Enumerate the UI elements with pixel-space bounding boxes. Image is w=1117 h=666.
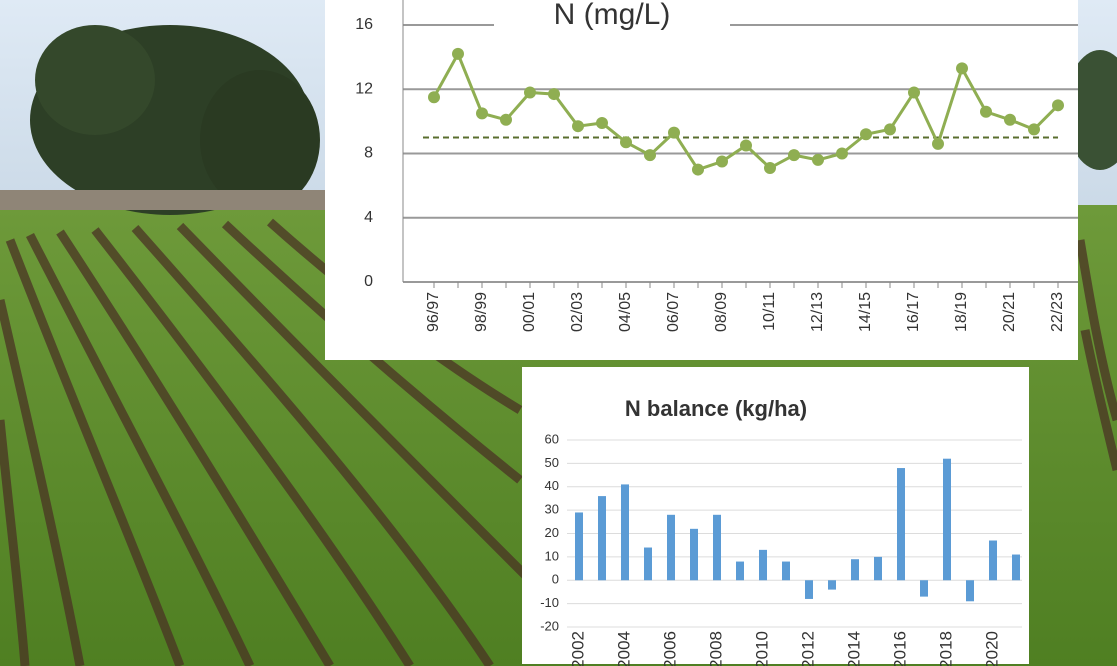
bar <box>759 549 767 581</box>
title-backdrop <box>494 0 730 36</box>
data-point <box>428 91 440 104</box>
data-point <box>452 47 464 60</box>
data-point <box>524 86 536 99</box>
data-point <box>956 62 968 75</box>
x-tick-label: 02/03 <box>569 292 586 332</box>
data-point <box>572 120 584 133</box>
data-point <box>884 123 896 136</box>
bar <box>644 547 652 581</box>
x-tick-label: 08/09 <box>713 292 730 332</box>
y-tick-label: 4 <box>364 209 373 226</box>
bar <box>805 580 813 599</box>
data-point <box>788 149 800 162</box>
data-point <box>620 136 632 149</box>
bar <box>943 458 951 581</box>
bar <box>736 561 744 581</box>
y-tick-label: -10 <box>540 595 559 610</box>
x-tick-label: 00/01 <box>521 292 538 332</box>
x-tick-label: 06/07 <box>665 292 682 332</box>
bar <box>874 556 882 581</box>
x-tick-label: 2006 <box>660 631 679 666</box>
x-tick-label: 2004 <box>614 631 633 666</box>
y-tick-label: -20 <box>540 618 559 633</box>
data-point <box>980 105 992 118</box>
data-point <box>860 128 872 141</box>
x-tick-label: 20/21 <box>1001 292 1018 332</box>
data-point <box>1028 123 1040 136</box>
y-tick-label: 0 <box>552 572 559 587</box>
x-tick-label: 2002 <box>568 631 587 666</box>
x-tick-label: 2020 <box>982 631 1001 666</box>
y-tick-label: 20 <box>545 525 559 540</box>
line-chart-panel <box>325 0 1078 360</box>
bar <box>851 559 859 581</box>
bar <box>782 561 790 581</box>
data-point <box>716 155 728 168</box>
bar <box>713 514 721 581</box>
x-tick-label: 2008 <box>706 631 725 666</box>
data-point <box>692 163 704 176</box>
line-chart: 0 4 8 12 16 96/97 98/99 00/01 02/03 04/05 06/07 08/… <box>355 0 1078 332</box>
x-tick-label: 2010 <box>752 631 771 666</box>
data-point <box>764 161 776 174</box>
x-tick-label: 04/05 <box>617 292 634 332</box>
x-tick-label: 2016 <box>890 631 909 666</box>
y-tick-label: 40 <box>545 478 559 493</box>
x-tick-label: 96/97 <box>425 292 442 332</box>
x-tick-label: 2012 <box>798 631 817 666</box>
x-tick-label: 10/11 <box>761 292 778 331</box>
x-tick-label: 2018 <box>936 631 955 666</box>
y-tick-label: 8 <box>364 145 373 162</box>
data-point <box>932 137 944 150</box>
chart-title: N (mg/L) <box>554 0 671 31</box>
bar <box>897 468 905 581</box>
bar <box>575 512 583 581</box>
x-tick-label: 14/15 <box>857 292 874 332</box>
data-point <box>548 88 560 101</box>
data-point <box>908 86 920 99</box>
data-point <box>836 147 848 160</box>
x-tick-label: 16/17 <box>905 292 922 332</box>
chart-title: N balance (kg/ha) <box>625 396 807 421</box>
data-point <box>1052 99 1064 112</box>
data-point <box>644 149 656 162</box>
bar <box>598 496 606 581</box>
y-tick-label: 10 <box>545 548 559 563</box>
y-tick-label: 50 <box>545 455 559 470</box>
x-tick-label: 22/23 <box>1049 292 1066 332</box>
y-tick-label: 30 <box>545 502 559 517</box>
data-point <box>1004 113 1016 126</box>
bar <box>966 580 974 602</box>
bar-chart: -20 -10 0 10 20 30 40 50 60 2002 2004 2006 2008 2010 2… <box>540 396 1022 666</box>
x-tick-label: 2014 <box>844 631 863 666</box>
y-tick-label: 0 <box>364 273 373 290</box>
data-point <box>476 107 488 120</box>
x-tick-label: 98/99 <box>473 292 490 332</box>
bar <box>690 528 698 581</box>
data-point <box>668 126 680 139</box>
data-point <box>596 116 608 129</box>
y-tick-label: 12 <box>355 80 373 97</box>
data-point <box>740 139 752 152</box>
x-tick-label: 12/13 <box>809 292 826 332</box>
data-point <box>812 153 824 166</box>
y-tick-label: 60 <box>545 431 559 446</box>
bar <box>621 484 629 581</box>
y-tick-label: 16 <box>355 16 373 33</box>
x-tick-label: 18/19 <box>953 292 970 332</box>
bar <box>667 514 675 581</box>
bar <box>1012 554 1020 581</box>
bar <box>828 580 836 590</box>
data-point <box>500 113 512 126</box>
bar <box>989 540 997 581</box>
bar <box>920 580 928 597</box>
